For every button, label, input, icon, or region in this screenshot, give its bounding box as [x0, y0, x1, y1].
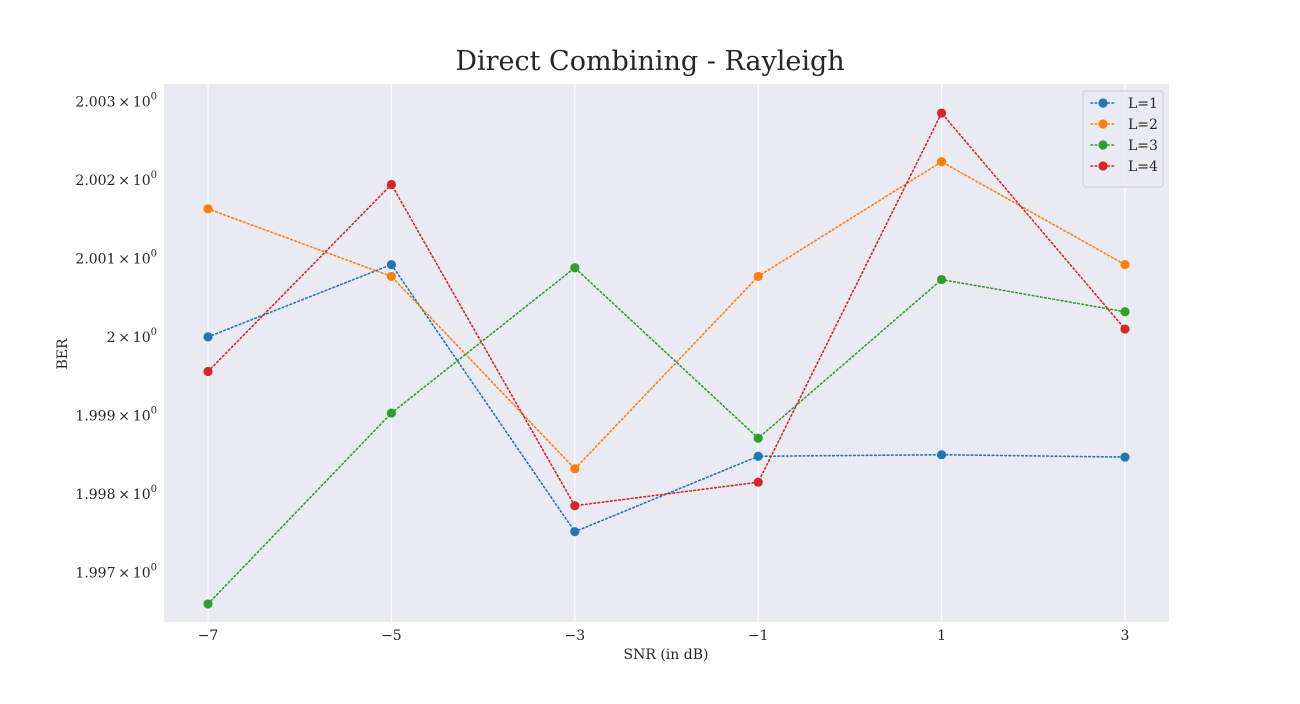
data-point-L=4-3: [753, 477, 763, 487]
series-L=3: [203, 263, 1130, 609]
data-point-L=4-1: [386, 179, 397, 190]
legend-item-L=1: L=1: [1090, 96, 1158, 112]
x-axis-ticks: −7 −5 −3 −1 1 3: [198, 628, 1130, 644]
x-tick-label-1: −5: [381, 628, 402, 644]
data-point-L=3-0: [203, 599, 213, 609]
data-point-L=4-0: [203, 366, 213, 377]
data-point-L=3-2: [570, 263, 580, 273]
data-point-L=3-5: [1120, 307, 1130, 317]
grid-lines: [207, 84, 1126, 622]
x-axis-label: SNR (in dB): [624, 647, 709, 663]
data-point-L=4-2: [570, 501, 580, 511]
y-axis-label: BER: [55, 338, 71, 370]
data-point-L=2-0: [203, 204, 213, 214]
y-tick-label-3: 2 × 100: [107, 327, 157, 346]
data-point-L=1-5: [1120, 452, 1130, 462]
data-point-L=4-5: [1120, 324, 1130, 334]
data-series: [203, 108, 1130, 609]
y-tick-label-1: 1.998 × 100: [75, 484, 157, 503]
series-line-L=1: [207, 263, 1126, 533]
chart-title: Direct Combining - Rayleigh: [455, 46, 844, 77]
legend-marker-L=2: [1098, 119, 1108, 129]
y-tick-label-6: 2.003 × 100: [75, 91, 157, 110]
legend-marker-L=4: [1098, 161, 1108, 171]
legend-marker-L=3: [1098, 140, 1108, 150]
x-tick-label-3: −1: [748, 628, 769, 644]
data-point-L=1-3: [753, 451, 763, 461]
legend-label-L=1: L=1: [1128, 96, 1158, 112]
series-line-L=3: [207, 266, 1126, 605]
y-tick-label-0: 1.997 × 100: [75, 563, 157, 582]
data-point-L=1-1: [386, 260, 397, 270]
data-point-L=2-2: [570, 464, 580, 474]
legend: L=1 L=2 L=3 L=4: [1082, 90, 1164, 188]
data-point-L=2-3: [753, 271, 763, 282]
data-point-L=2-1: [386, 271, 397, 282]
x-tick-label-5: 3: [1121, 628, 1130, 644]
data-point-L=2-5: [1120, 260, 1130, 270]
legend-marker-L=1: [1098, 98, 1108, 108]
data-point-L=1-0: [203, 332, 213, 342]
series-L=1: [203, 260, 1130, 537]
x-tick-label-0: −7: [198, 628, 219, 644]
data-point-L=1-2: [570, 527, 580, 537]
x-tick-label-4: 1: [937, 628, 946, 644]
series-L=4: [203, 108, 1130, 511]
legend-item-L=2: L=2: [1090, 117, 1158, 133]
y-tick-label-4: 2.001 × 100: [75, 248, 157, 267]
series-line-L=4: [207, 111, 1126, 507]
data-point-L=1-4: [936, 450, 947, 460]
data-point-L=3-4: [936, 274, 947, 285]
legend-label-L=4: L=4: [1128, 159, 1158, 175]
series-line-L=2: [207, 160, 1126, 471]
y-axis-ticks: 1.997 × 100 1.998 × 100 1.999 × 100 2 × 100…: [75, 91, 157, 581]
data-point-L=3-1: [386, 408, 397, 418]
y-tick-label-2: 1.999 × 100: [75, 405, 157, 424]
legend-label-L=3: L=3: [1128, 138, 1158, 154]
series-L=2: [203, 157, 1130, 474]
x-tick-label-2: −3: [564, 628, 585, 644]
data-point-L=3-3: [753, 433, 763, 443]
legend-item-L=3: L=3: [1090, 138, 1158, 154]
data-point-L=2-4: [936, 157, 947, 167]
legend-item-L=4: L=4: [1090, 159, 1158, 175]
legend-label-L=2: L=2: [1128, 117, 1158, 133]
y-tick-label-5: 2.002 × 100: [75, 170, 157, 189]
data-point-L=4-4: [936, 108, 947, 118]
